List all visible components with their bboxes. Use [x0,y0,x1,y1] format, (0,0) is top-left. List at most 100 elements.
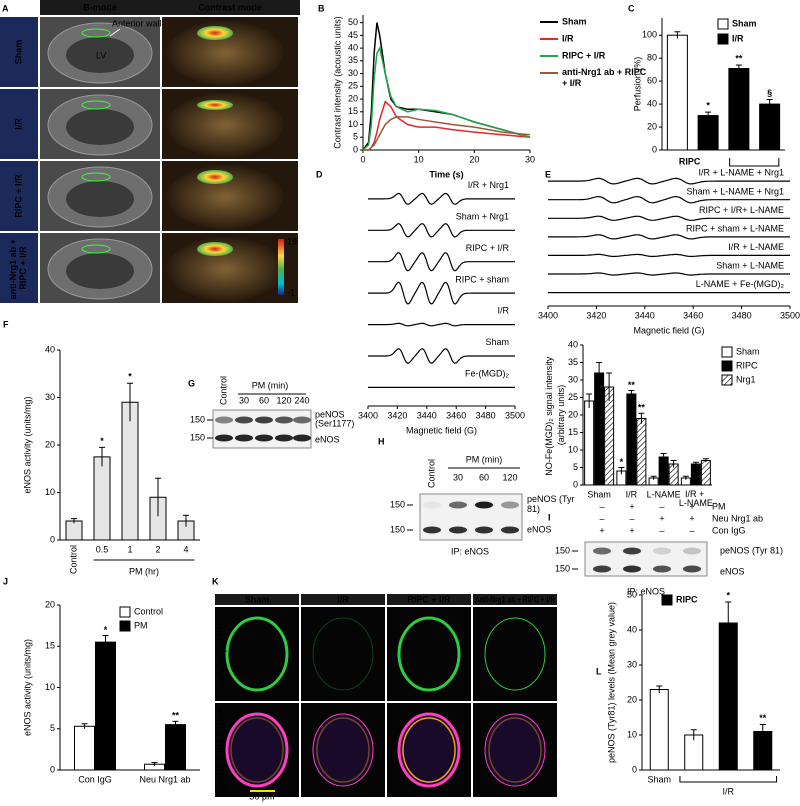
vessel-ring [312,617,374,691]
y-axis-label: Perfusion (%) [632,57,642,112]
x-tick-label: Neu Nrg1 ab [139,774,190,784]
vessel-ring [230,717,284,783]
condition-sign: + [629,501,634,511]
y-tick-label: 35 [348,55,358,65]
blot-band [623,565,641,573]
trace-label: I/R [497,306,509,316]
significance: * [706,100,710,110]
x-tick-label: Con IgG [78,774,112,784]
marker-label: 150 [190,432,205,442]
condition-label: Neu Nrg1 ab [712,513,763,523]
legend-swatch [717,18,729,30]
row-label-bg [0,17,38,87]
legend-swatch [721,374,733,386]
row-label: peNOS + IB4 + DAPI [216,708,226,793]
blot-header: PM (min) [466,454,503,464]
spectrum-trace [548,272,790,276]
lane-label: 240 [294,395,309,405]
row-label: I/R [13,118,23,130]
y-tick-label: 5 [353,132,358,142]
trace-label: L-NAME + Fe-(MGD)₂ [696,279,785,289]
spectrum-trace [368,252,515,272]
blot-band [449,526,467,534]
marker-label: 150 [555,545,570,555]
y-tick-label: 10 [45,487,55,497]
roi-outline [81,244,111,254]
condition-sign: – [599,501,604,511]
condition-sign: – [629,513,634,523]
header-bar [40,0,300,15]
legend-label: Nrg1 [736,374,756,384]
x-tick-label: 3400 [358,410,378,420]
bar [93,456,111,541]
bracket [679,776,778,783]
blot-band [215,434,233,442]
y-tick-label: 80 [647,53,657,63]
legend-swatch [717,33,729,45]
blot-band [593,547,611,555]
heart-cavity [66,253,134,289]
y-tick-label: 5 [50,723,55,733]
blot-band [683,565,701,573]
y-tick-label: 0 [652,144,657,154]
x-tick-label: 3420 [387,410,407,420]
y-axis-label: NO-Fe(MGD)₂ signal intensity (arbitrary … [544,354,566,476]
column-header: B-mode [83,2,117,12]
bar [626,393,637,486]
micrograph [387,607,471,701]
header-bar [301,594,385,605]
x-axis-label: Magnetic field (G) [633,325,704,335]
heart-cavity [66,37,134,73]
trace-label: Sham + L-NAME + Nrg1 [686,186,784,196]
bar [700,460,711,486]
bar [636,418,647,486]
blot-footer: IP: eNOS [627,586,665,596]
y-tick-label: 15 [45,641,55,651]
x-axis-label: Magnetic field (G) [406,425,477,435]
blot-band [255,434,273,442]
column-header: RIPC + I/R [407,594,451,604]
blot-band [475,501,493,509]
y-tick-label: 40 [647,98,657,108]
condition-sign: + [689,501,694,511]
row-label-bg [0,233,38,303]
panel-letter: E [545,169,551,179]
y-tick-label: 15 [568,427,578,437]
condition-label: Con IgG [712,525,746,535]
y-tick-label: 10 [568,444,578,454]
trace-label: I/R + L-NAME + Nrg1 [698,168,784,178]
x-tick-label: 1 [127,544,132,554]
y-axis-label: eNOS activity (units/mg) [22,639,32,736]
y-tick-label: 20 [627,694,637,704]
trace-label: I/R + Nrg1 [468,180,509,190]
y-tick-label: 40 [45,344,55,354]
legend-swatch [119,620,131,632]
blot-band [423,501,441,509]
y-tick-label: 0 [632,764,637,774]
vessel-ring [484,617,546,691]
x-tick-label: Sham [587,489,611,499]
vessel-ring [402,717,456,783]
y-tick-label: 40 [568,339,578,349]
trace-label: Sham + L-NAME [716,261,784,271]
lane-label: 60 [259,395,269,405]
x-tick-label: 3400 [538,310,558,320]
significance: * [620,457,624,467]
bar [604,386,615,486]
blot-band [501,526,519,534]
arrow [109,28,121,37]
blot-band [215,416,233,424]
blot-band [683,547,701,555]
vessel-ring [397,712,461,788]
colorbar-label: -1 [287,287,295,297]
y-tick-label: 10 [627,729,637,739]
blot-band [623,547,641,555]
band-label: eNOS [315,434,340,444]
y-tick-label: 20 [568,409,578,419]
condition-sign: – [659,501,664,511]
lane-label: 120 [502,472,517,482]
spectrum-trace [548,177,790,185]
condition-sign: + [599,525,604,535]
y-tick-label: 0 [353,144,358,154]
